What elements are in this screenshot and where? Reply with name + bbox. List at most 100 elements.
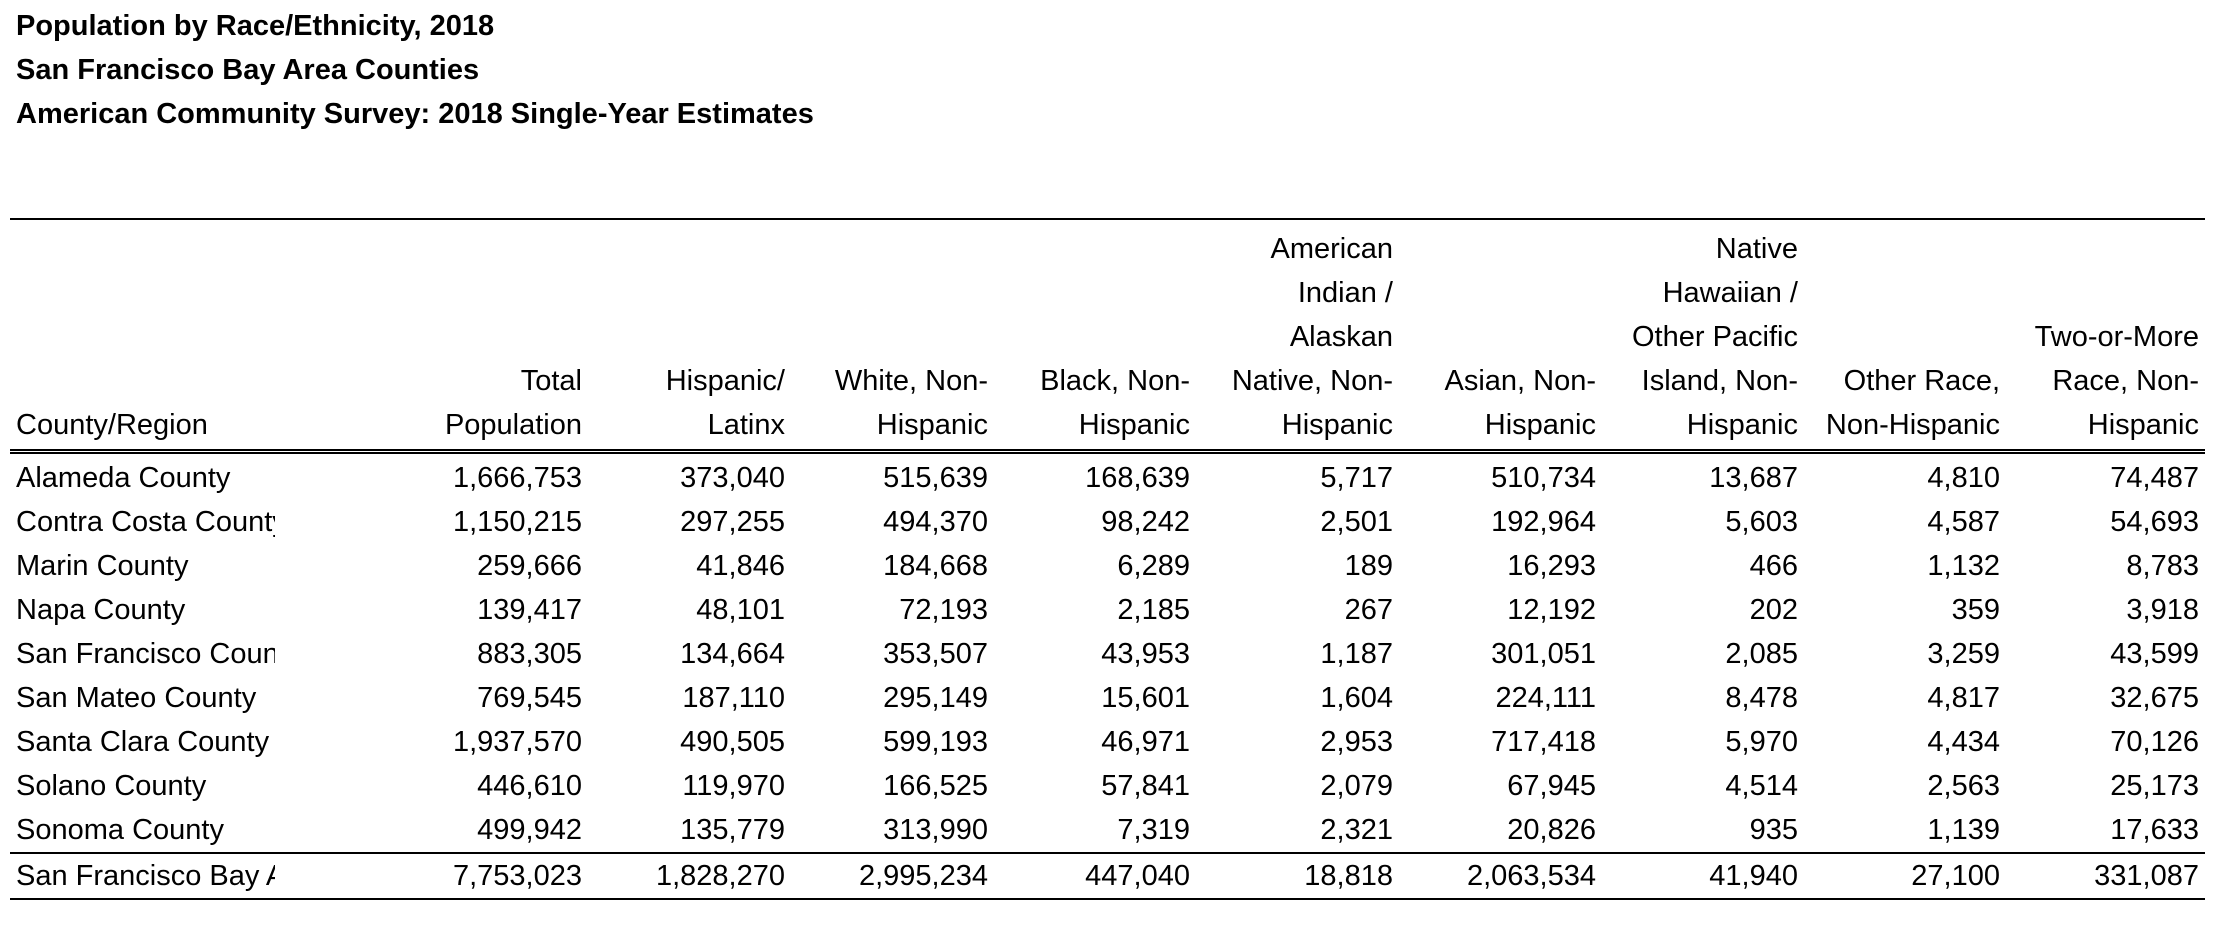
value-cell: 184,668 xyxy=(883,550,988,582)
value-cell: 2,563 xyxy=(1927,770,2000,802)
value-cell: 883,305 xyxy=(477,638,582,670)
value-cell: 1,937,570 xyxy=(452,726,582,758)
value-cell: 134,664 xyxy=(680,638,785,670)
value-cell: 5,603 xyxy=(1725,506,1798,538)
value-cell: 466 xyxy=(1749,550,1798,582)
value-cell: 13,687 xyxy=(1709,462,1798,494)
county-name-cell: Sonoma County xyxy=(16,814,224,846)
value-cell: 373,040 xyxy=(680,462,785,494)
value-cell: 2,321 xyxy=(1320,814,1393,846)
value-cell: 494,370 xyxy=(883,506,988,538)
header-asian: Asian, Non- Hispanic xyxy=(1399,218,1602,454)
total-value-cell: 2,063,534 xyxy=(1399,852,1602,900)
value-cell: 166,525 xyxy=(883,770,988,802)
value-cell: 20,826 xyxy=(1507,814,1596,846)
value-cell: 6,289 xyxy=(1117,550,1190,582)
value-cell: 17,633 xyxy=(2110,814,2199,846)
value-cell: 359 xyxy=(1951,594,2000,626)
report-title: Population by Race/Ethnicity, 2018 xyxy=(16,10,495,42)
header-native-hawaiian: Native Hawaiian / Other Pacific Island, … xyxy=(1602,218,1804,454)
value-cell: 15,601 xyxy=(1101,682,1190,714)
value-cell: 1,132 xyxy=(1927,550,2000,582)
header-total-population: Total Population xyxy=(275,218,588,454)
total-value-cell: 331,087 xyxy=(2006,852,2205,900)
value-cell: 490,505 xyxy=(680,726,785,758)
total-value-cell: 447,040 xyxy=(994,852,1196,900)
value-cell: 43,953 xyxy=(1101,638,1190,670)
value-cell: 139,417 xyxy=(477,594,582,626)
table-total-row: San Francisco Bay Area7,753,0231,828,270… xyxy=(10,852,2205,900)
value-cell: 48,101 xyxy=(696,594,785,626)
value-cell: 267 xyxy=(1344,594,1393,626)
value-cell: 8,478 xyxy=(1725,682,1798,714)
total-label-cell: San Francisco Bay Area xyxy=(10,852,275,900)
table-row: Santa Clara County 1,937,570 490,505 599,19… xyxy=(10,720,2205,764)
value-cell: 168,639 xyxy=(1085,462,1190,494)
value-cell: 54,693 xyxy=(2110,506,2199,538)
value-cell: 4,810 xyxy=(1927,462,2000,494)
county-name-cell: Marin County xyxy=(16,550,189,582)
value-cell: 67,945 xyxy=(1507,770,1596,802)
report-titles: Population by Race/Ethnicity, 2018 San F… xyxy=(16,4,814,136)
value-cell: 1,150,215 xyxy=(452,506,582,538)
value-cell: 224,111 xyxy=(1495,682,1596,714)
value-cell: 12,192 xyxy=(1507,594,1596,626)
value-cell: 5,970 xyxy=(1725,726,1798,758)
value-cell: 187,110 xyxy=(682,682,785,714)
county-name-cell: Alameda County xyxy=(16,462,231,494)
value-cell: 717,418 xyxy=(1491,726,1596,758)
table-row: San Mateo County 769,545 187,110 295,149 15,… xyxy=(10,676,2205,720)
total-value-cell: 18,818 xyxy=(1196,852,1399,900)
value-cell: 313,990 xyxy=(883,814,988,846)
table-row: Sonoma County 499,942 135,779 313,990 7,319 2… xyxy=(10,808,2205,853)
value-cell: 2,085 xyxy=(1725,638,1798,670)
value-cell: 70,126 xyxy=(2110,726,2199,758)
value-cell: 1,187 xyxy=(1320,638,1393,670)
table-header-row: County/Region Total Population Hispanic/… xyxy=(10,218,2205,454)
value-cell: 3,259 xyxy=(1927,638,2000,670)
value-cell: 297,255 xyxy=(680,506,785,538)
total-value-cell: 41,940 xyxy=(1602,852,1804,900)
table-row: Marin County 259,666 41,846 184,668 6,289 189… xyxy=(10,544,2205,588)
value-cell: 43,599 xyxy=(2110,638,2199,670)
population-table: County/Region Total Population Hispanic/… xyxy=(10,218,2205,900)
value-cell: 135,779 xyxy=(680,814,785,846)
value-cell: 2,501 xyxy=(1320,506,1393,538)
value-cell: 119,970 xyxy=(682,770,785,802)
table-row: Contra Costa County 1,150,215 297,255 494,3… xyxy=(10,500,2205,544)
value-cell: 16,293 xyxy=(1507,550,1596,582)
value-cell: 515,639 xyxy=(883,462,988,494)
value-cell: 295,149 xyxy=(883,682,988,714)
value-cell: 4,587 xyxy=(1927,506,2000,538)
report-subtitle: San Francisco Bay Area Counties xyxy=(16,54,480,86)
value-cell: 4,817 xyxy=(1927,682,2000,714)
value-cell: 259,666 xyxy=(477,550,582,582)
value-cell: 446,610 xyxy=(477,770,582,802)
value-cell: 192,964 xyxy=(1491,506,1596,538)
table-body: Alameda County 1,666,753 373,040 515,639 168… xyxy=(10,452,2205,900)
value-cell: 46,971 xyxy=(1101,726,1190,758)
header-two-or-more: Two-or-More Race, Non- Hispanic xyxy=(2006,218,2205,454)
county-name-cell: San Mateo County xyxy=(16,682,257,714)
header-other-race: Other Race, Non-Hispanic xyxy=(1804,218,2006,454)
value-cell: 301,051 xyxy=(1491,638,1596,670)
total-value-cell: 2,995,234 xyxy=(791,852,994,900)
value-cell: 25,173 xyxy=(2110,770,2199,802)
value-cell: 1,604 xyxy=(1320,682,1393,714)
value-cell: 2,079 xyxy=(1320,770,1393,802)
value-cell: 599,193 xyxy=(883,726,988,758)
header-white: White, Non- Hispanic xyxy=(791,218,994,454)
value-cell: 74,487 xyxy=(2110,462,2199,494)
table-row: Solano County 446,610 119,970 166,525 57,841… xyxy=(10,764,2205,808)
header-hispanic-latinx: Hispanic/ Latinx xyxy=(588,218,791,454)
value-cell: 1,139 xyxy=(1927,814,2000,846)
value-cell: 72,193 xyxy=(899,594,988,626)
value-cell: 8,783 xyxy=(2126,550,2199,582)
county-name-cell: Solano County xyxy=(16,770,207,802)
value-cell: 935 xyxy=(1749,814,1798,846)
value-cell: 7,319 xyxy=(1117,814,1190,846)
value-cell: 202 xyxy=(1749,594,1798,626)
table-row: Napa County 139,417 48,101 72,193 2,185 267 12… xyxy=(10,588,2205,632)
value-cell: 1,666,753 xyxy=(452,462,582,494)
value-cell: 57,841 xyxy=(1101,770,1190,802)
